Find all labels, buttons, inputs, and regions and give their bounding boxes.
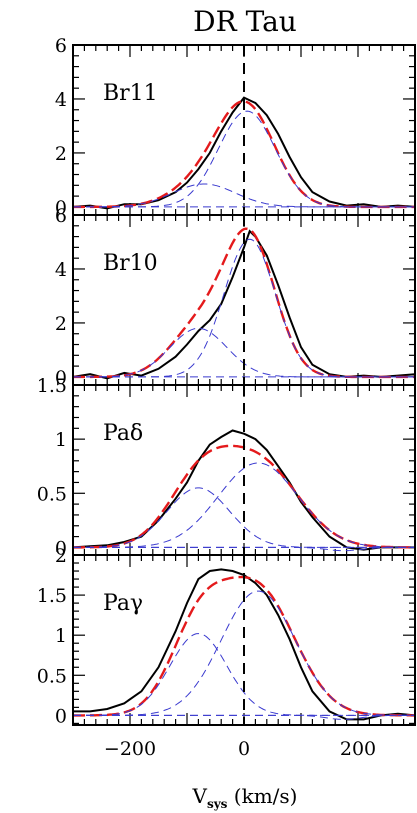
panel-2: 0 2 4 6 Br10 <box>55 205 416 389</box>
panel-frame <box>72 554 416 726</box>
y-tick-label: 2 <box>55 313 67 335</box>
y-tick-label: 1 <box>55 625 67 647</box>
y-tick-label: 0.5 <box>37 665 67 687</box>
y-tick-label: 1.5 <box>37 585 67 607</box>
y-tick-label: 0 <box>55 197 67 219</box>
y-tick-label: 4 <box>55 259 67 281</box>
y-tick-label: 6 <box>55 35 67 57</box>
x-tick-label: −200 <box>104 738 156 760</box>
panel-1: 0 2 4 6 Br11 <box>55 35 416 219</box>
x-tick-label: 0 <box>238 738 250 760</box>
component-line <box>73 633 415 716</box>
panels: 0246Br110246Br1000.511.5Paδ00.511.52Paγ−… <box>37 35 416 760</box>
figure-title: DR Tau <box>193 5 297 38</box>
component-line <box>73 487 415 548</box>
y-tick-label: 1.5 <box>37 375 67 397</box>
panel-4: 0 0.5 1 1.5 2 Paγ −200 0 200 <box>37 545 416 760</box>
y-tick-label: 0 <box>55 705 67 727</box>
y-tick-label: 1 <box>55 429 67 451</box>
y-tick-label: 6 <box>55 205 67 227</box>
panel-3: 0 0.5 1 1.5 Paδ <box>37 375 416 559</box>
y-tick-label: 2 <box>55 143 67 165</box>
y-tick-label: 0.5 <box>37 483 67 505</box>
x-tick-label: 200 <box>340 738 376 760</box>
panel-label: Br11 <box>103 81 158 106</box>
y-tick-label: 4 <box>55 89 67 111</box>
panel-label: Paγ <box>103 591 143 616</box>
y-tick-label: 0 <box>55 537 67 559</box>
panel-label: Paδ <box>103 421 143 446</box>
panel-label: Br10 <box>103 251 158 276</box>
y-tick-label: 0 <box>55 367 67 389</box>
y-tick-label: 2 <box>55 545 67 567</box>
x-axis-label: Vsys (km/s) <box>192 784 298 811</box>
